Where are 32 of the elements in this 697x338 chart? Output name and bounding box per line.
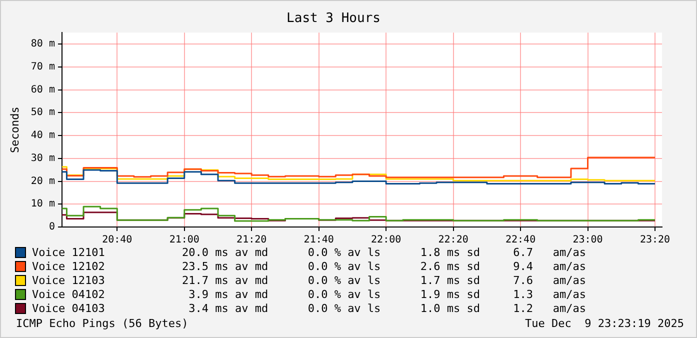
x-tick-label: 21:00 [169,234,200,246]
x-tick-label: 22:40 [505,234,536,246]
y-tick-label: 60 m [30,84,55,96]
y-tick-label: 40 m [30,130,55,142]
x-tick-label: 21:20 [236,234,267,246]
y-tick-label: 50 m [30,107,55,118]
legend-label: Voice 12101 [32,246,106,260]
y-tick-label: 80 m [30,38,55,50]
text: 23.5 ms av md 0.0 % av ls 2.6 ms sd 9.4 am/as [182,260,586,274]
legend-label: Voice 04102 [32,288,106,301]
y-tick-label: 20 m [30,176,55,187]
x-tick-label: 21:40 [304,234,334,246]
chart-title: Last 3 Hours [286,11,380,26]
legend-label: Voice 12103 [32,274,106,287]
x-tick-label: 22:00 [371,234,402,246]
text: 3.9 ms av md 0.0 % av ls 1.9 ms sd 1.3 am/as [188,288,586,301]
legend-label: Voice 12102 [32,260,106,274]
y-axis-title: Seconds [8,106,22,153]
text: 20.0 ms av md 0.0 % av ls 1.8 ms sd 6.7 am/as [182,246,586,260]
y-tick-label: 0 [48,222,55,233]
text: ICMP Echo Pings (56 Bytes) [16,317,188,330]
text: Tue Dec 9 23:23:19 2025 [525,317,684,330]
x-tick-label: 23:20 [640,234,670,246]
y-tick-label: 30 m [30,152,55,164]
y-tick-label: 70 m [30,62,55,72]
x-tick-label: 22:20 [438,234,468,246]
x-tick-label: 23:00 [572,234,603,246]
text: 3.4 ms av md 0.0 % av ls 1.0 ms sd 1.2 am/as [188,302,586,315]
y-tick-label: 10 m [30,198,55,210]
x-tick-label: 20:40 [102,234,132,246]
legend-label: Voice 04103 [32,302,106,315]
text: 21.7 ms av md 0.0 % av ls 1.7 ms sd 7.6 am/as [182,274,586,287]
